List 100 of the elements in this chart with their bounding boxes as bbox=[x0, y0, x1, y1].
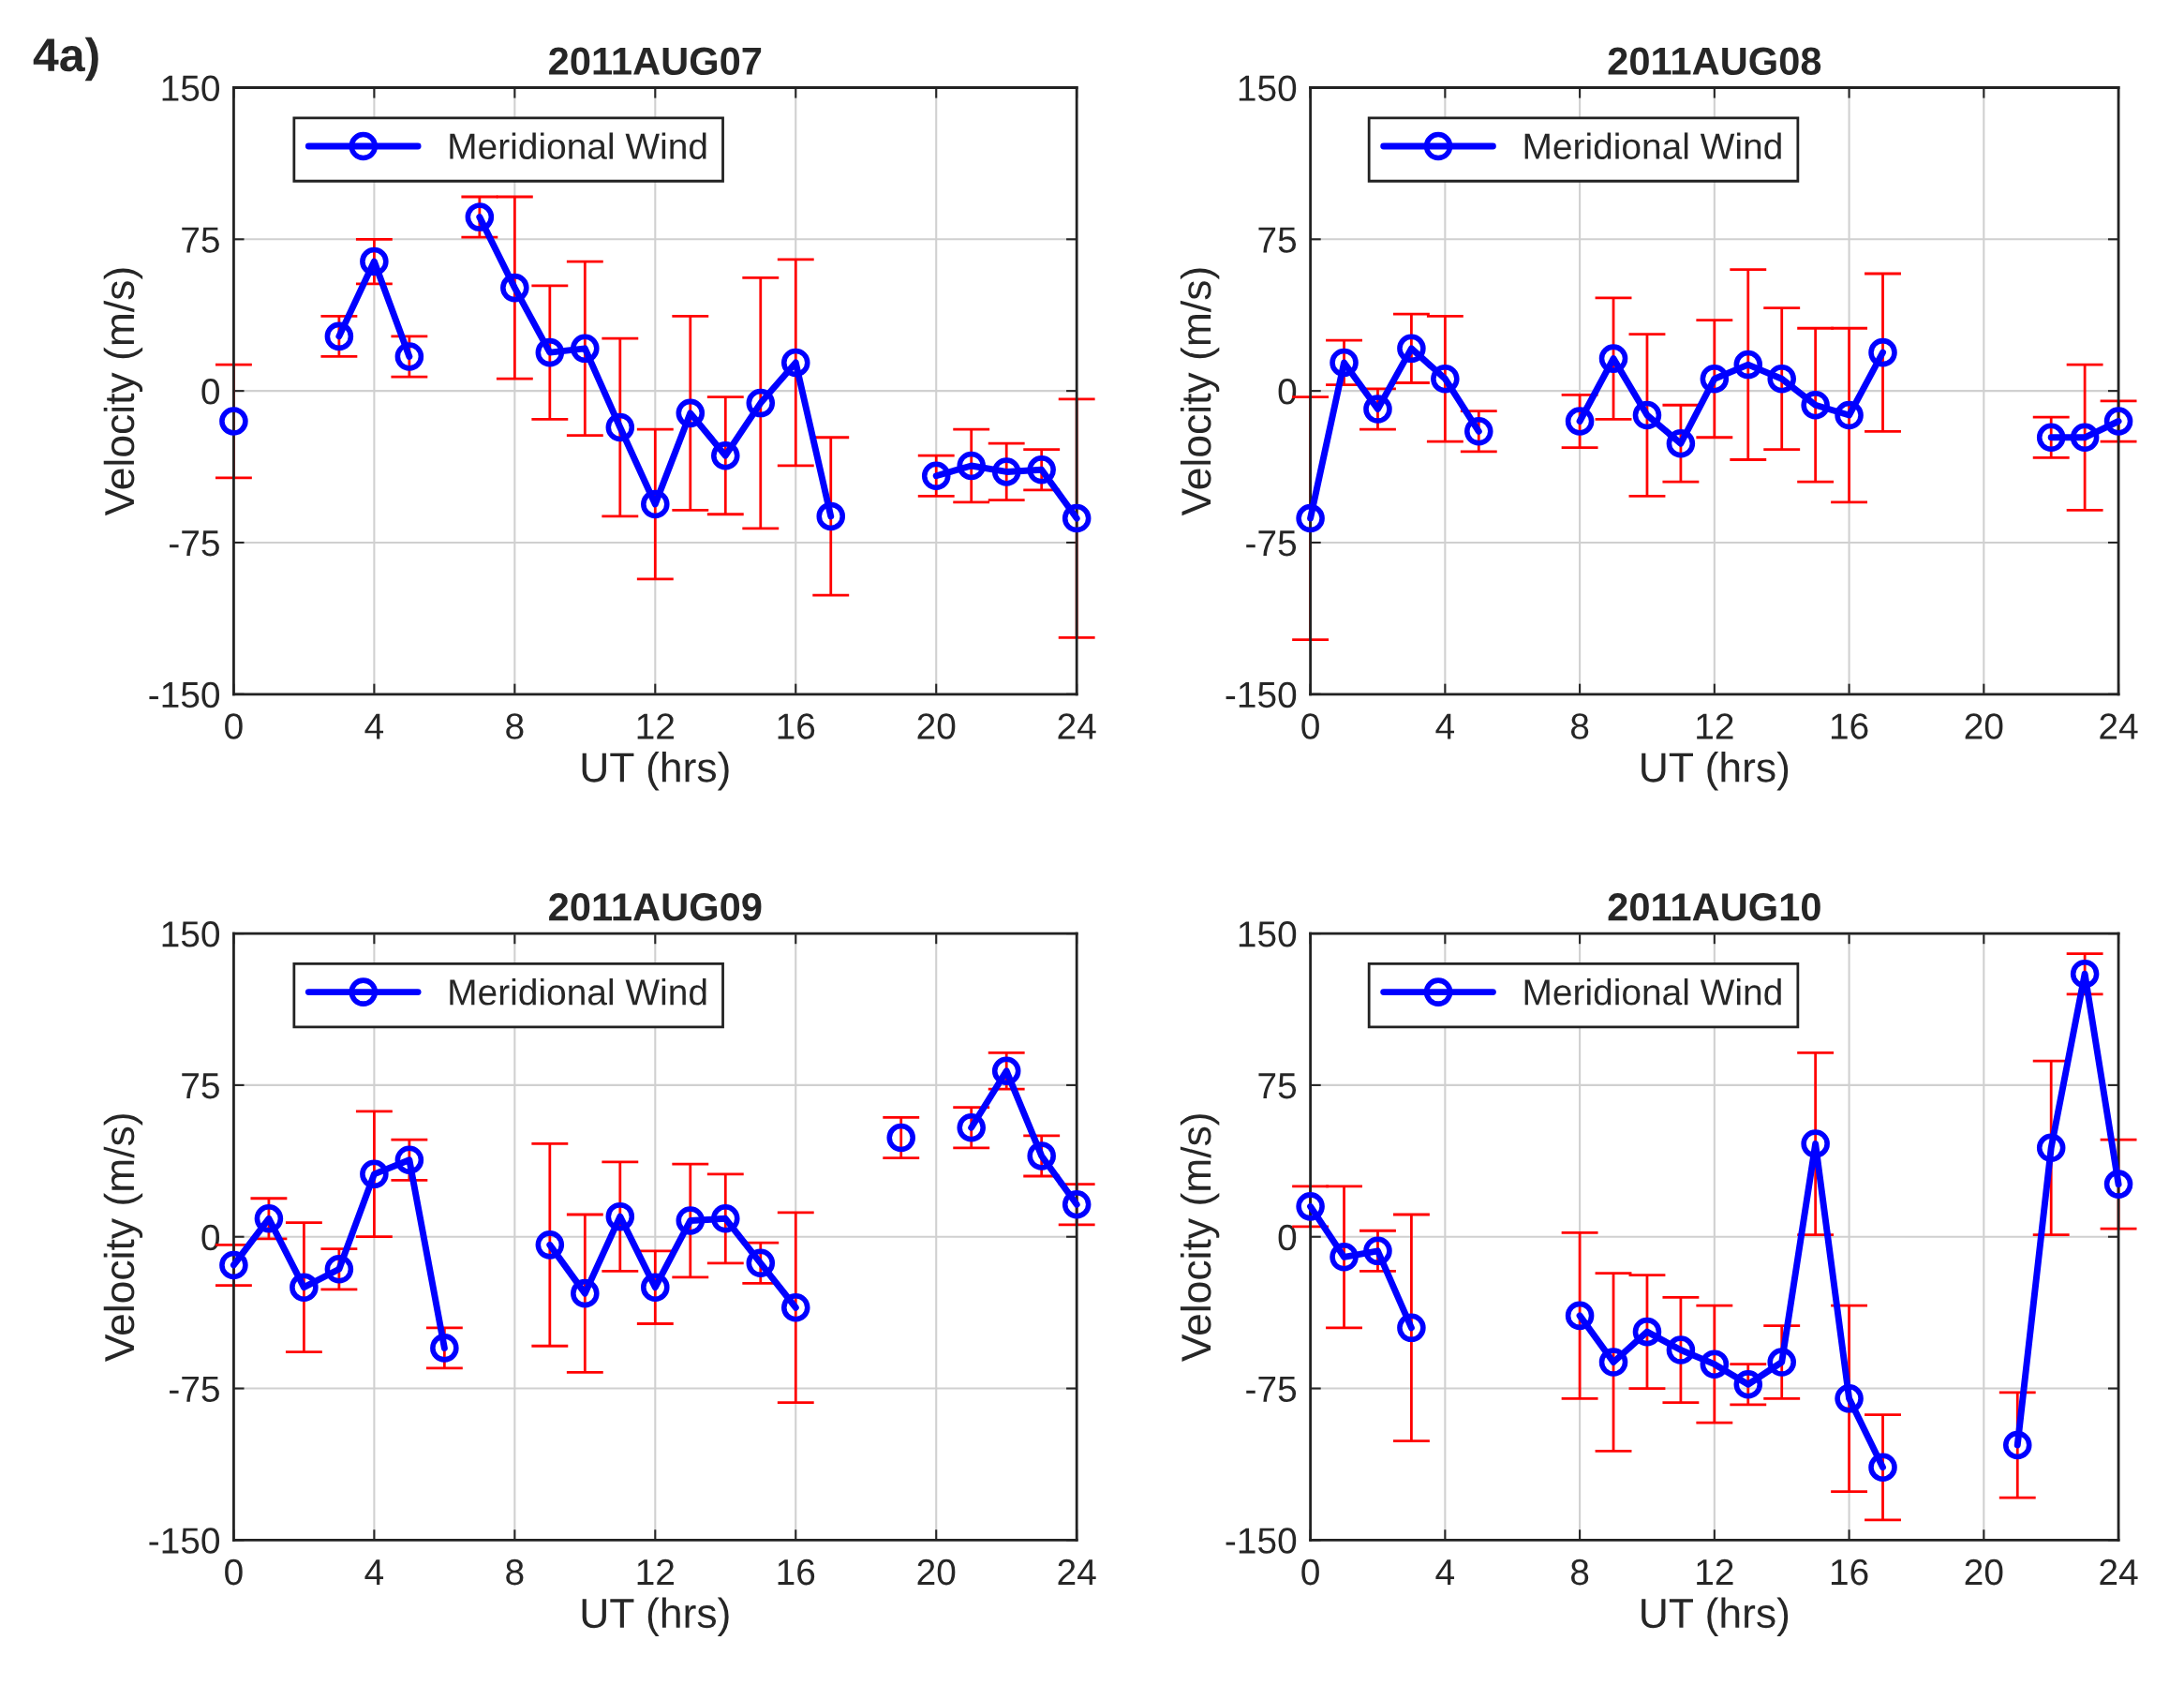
y-axis-title: Velocity (m/s) bbox=[1180, 268, 1220, 516]
x-tick-label: 4 bbox=[364, 1559, 384, 1585]
point bbox=[1431, 364, 1460, 394]
chart-title: 2011AUG08 bbox=[1608, 47, 1821, 76]
x-axis-title: UT (hrs) bbox=[1642, 1597, 1789, 1637]
point bbox=[676, 398, 706, 428]
x-tick-label: 8 bbox=[1570, 1558, 1589, 1586]
point bbox=[2036, 1133, 2066, 1163]
x-tick-label: 12 bbox=[1697, 1558, 1733, 1585]
x-tick-label: 4 bbox=[364, 713, 384, 739]
point bbox=[1464, 417, 1493, 446]
point bbox=[1733, 1369, 1763, 1399]
point bbox=[711, 1204, 740, 1233]
point bbox=[465, 202, 495, 231]
point bbox=[1027, 455, 1056, 485]
x-tick-label: 4 bbox=[1435, 1559, 1455, 1585]
point bbox=[991, 457, 1021, 486]
x-tick-label: 24 bbox=[2100, 713, 2138, 739]
point bbox=[1296, 1192, 1325, 1221]
y-tick-label: 0 bbox=[1278, 379, 1297, 405]
point bbox=[2103, 407, 2133, 436]
point bbox=[816, 501, 846, 531]
point bbox=[746, 1248, 776, 1278]
point bbox=[921, 461, 951, 491]
y-tick-label: 150 bbox=[1239, 75, 1297, 101]
point bbox=[1062, 1189, 1092, 1219]
point bbox=[1666, 1335, 1696, 1364]
point bbox=[1397, 1313, 1426, 1343]
point bbox=[1835, 400, 1864, 430]
point bbox=[746, 388, 776, 418]
y-tick-label: -150 bbox=[1226, 681, 1297, 708]
legend-label: Meridional Wind bbox=[450, 132, 706, 160]
chart-title: 2011AUG10 bbox=[1608, 893, 1820, 921]
x-tick-label: 0 bbox=[1301, 1558, 1319, 1586]
point bbox=[1666, 428, 1696, 458]
x-axis-title: UT (hrs) bbox=[582, 752, 729, 791]
point bbox=[957, 1112, 986, 1142]
point bbox=[780, 1292, 810, 1322]
y-tick-label: -75 bbox=[170, 530, 219, 557]
chart-title: 2011AUG07 bbox=[549, 47, 762, 76]
point bbox=[886, 1123, 916, 1153]
point bbox=[535, 1230, 565, 1260]
point bbox=[2070, 959, 2100, 989]
y-tick-label: -150 bbox=[1226, 1528, 1297, 1554]
y-tick-label: -150 bbox=[149, 1528, 220, 1554]
point bbox=[571, 334, 600, 364]
x-tick-label: 16 bbox=[1831, 1558, 1868, 1586]
x-tick-label: 20 bbox=[1965, 1558, 2003, 1586]
y-axis-title: Velocity (m/s) bbox=[103, 1114, 143, 1362]
point bbox=[2070, 423, 2100, 453]
x-tick-label: 16 bbox=[778, 1558, 815, 1586]
x-tick-label: 0 bbox=[225, 1558, 243, 1586]
point bbox=[1330, 348, 1359, 378]
x-tick-label: 0 bbox=[225, 713, 243, 739]
point bbox=[1598, 344, 1628, 373]
point bbox=[676, 1206, 706, 1235]
x-tick-label: 20 bbox=[917, 1558, 956, 1586]
y-tick-label: 0 bbox=[1278, 1224, 1297, 1251]
point bbox=[641, 489, 670, 519]
x-tick-label: 8 bbox=[506, 1558, 524, 1586]
y-tick-label: 75 bbox=[182, 1073, 219, 1099]
point bbox=[535, 337, 565, 367]
point bbox=[1767, 1348, 1796, 1377]
y-tick-label: -75 bbox=[170, 1376, 219, 1403]
point bbox=[394, 1145, 424, 1175]
point bbox=[324, 321, 354, 351]
point bbox=[500, 273, 529, 303]
point bbox=[957, 451, 986, 481]
x-tick-label: 12 bbox=[1697, 713, 1733, 739]
point bbox=[1027, 1141, 1056, 1171]
point bbox=[290, 1273, 319, 1302]
chart-title: 2011AUG09 bbox=[549, 893, 762, 921]
legend-label: Meridional Wind bbox=[1524, 978, 1781, 1006]
point bbox=[1363, 395, 1392, 424]
y-tick-label: 150 bbox=[1239, 921, 1297, 947]
point bbox=[1801, 390, 1830, 420]
point bbox=[1632, 1317, 1662, 1347]
point bbox=[1397, 334, 1426, 364]
point bbox=[1363, 1236, 1392, 1266]
point bbox=[1062, 503, 1092, 533]
point bbox=[1801, 1129, 1830, 1158]
y-tick-label: 0 bbox=[201, 379, 220, 405]
legend-label: Meridional Wind bbox=[1524, 132, 1781, 160]
y-tick-label: -75 bbox=[1246, 530, 1297, 557]
legend-label: Meridional Wind bbox=[450, 978, 706, 1006]
y-tick-label: -75 bbox=[1246, 1376, 1297, 1403]
point bbox=[360, 246, 389, 276]
point bbox=[641, 1273, 670, 1302]
y-tick-label: 75 bbox=[1258, 1073, 1297, 1099]
point bbox=[605, 412, 635, 442]
point bbox=[324, 1254, 354, 1284]
x-tick-label: 12 bbox=[637, 713, 674, 739]
point bbox=[254, 1204, 284, 1233]
x-tick-label: 16 bbox=[1831, 713, 1868, 739]
point bbox=[1868, 337, 1897, 367]
x-tick-label: 0 bbox=[1301, 713, 1319, 739]
point bbox=[571, 1278, 600, 1308]
point bbox=[1767, 364, 1796, 394]
point bbox=[605, 1201, 635, 1231]
point bbox=[1565, 407, 1595, 436]
